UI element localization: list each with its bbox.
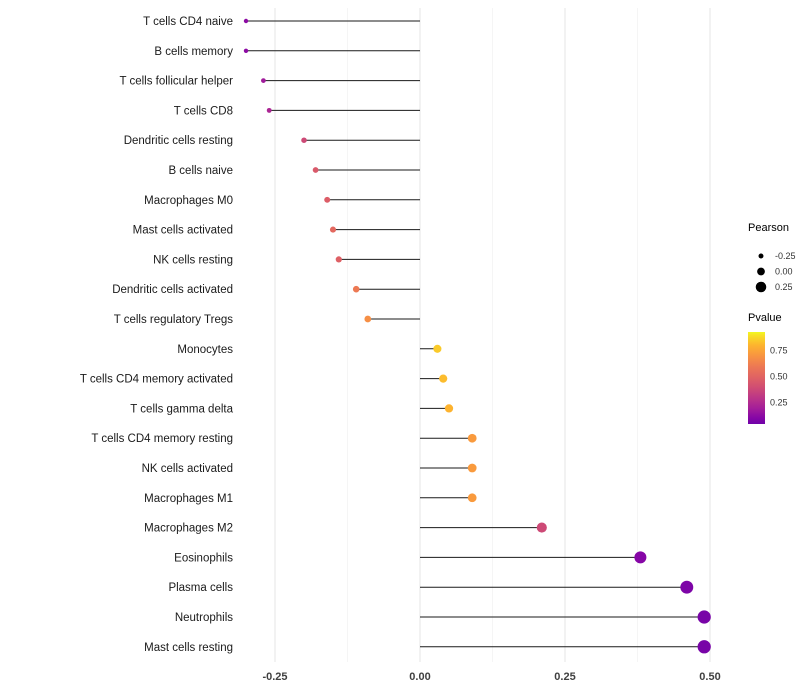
data-point bbox=[444, 404, 454, 413]
category-label: Eosinophils bbox=[174, 552, 233, 564]
data-point bbox=[243, 18, 249, 24]
category-label: T cells CD4 memory activated bbox=[80, 374, 233, 386]
data-point bbox=[467, 433, 477, 443]
data-point bbox=[697, 640, 711, 654]
data-point bbox=[243, 48, 249, 53]
data-point bbox=[266, 107, 272, 113]
legend-color-tick-label: 0.50 bbox=[770, 371, 788, 381]
data-point bbox=[467, 463, 477, 473]
category-label: T cells CD4 memory resting bbox=[91, 433, 233, 445]
x-tick-label: 0.25 bbox=[554, 671, 575, 683]
data-point bbox=[312, 167, 319, 173]
category-label: Macrophages M0 bbox=[144, 195, 233, 207]
category-label: Dendritic cells activated bbox=[112, 284, 233, 296]
data-point bbox=[467, 493, 477, 503]
category-label: Monocytes bbox=[177, 344, 233, 356]
data-point bbox=[680, 580, 694, 594]
legend-size-dot bbox=[757, 267, 765, 276]
data-point bbox=[301, 137, 307, 143]
category-label: B cells memory bbox=[154, 46, 233, 58]
data-point bbox=[335, 256, 342, 263]
legend-color-tick-label: 0.25 bbox=[770, 397, 788, 407]
legend-size-dot bbox=[755, 281, 767, 293]
category-label: Macrophages M1 bbox=[144, 493, 233, 505]
legend-pvalue-title: Pvalue bbox=[748, 312, 782, 324]
x-tick-label: 0.00 bbox=[409, 671, 430, 683]
data-point bbox=[433, 344, 442, 353]
category-label: Plasma cells bbox=[168, 582, 233, 594]
category-label: Mast cells resting bbox=[144, 642, 233, 654]
category-label: Neutrophils bbox=[175, 612, 233, 624]
data-point bbox=[329, 226, 337, 233]
category-label: Mast cells activated bbox=[133, 225, 233, 237]
legend-size-dot bbox=[758, 253, 764, 259]
category-label: T cells follicular helper bbox=[119, 76, 233, 88]
data-point bbox=[364, 315, 372, 323]
category-label: T cells CD8 bbox=[174, 105, 233, 117]
data-point bbox=[261, 78, 266, 83]
legend-size-label: -0.25 bbox=[775, 251, 796, 261]
legend-size-label: 0.00 bbox=[775, 267, 793, 277]
legend-color-tick-label: 0.75 bbox=[770, 346, 788, 356]
data-point bbox=[536, 522, 547, 533]
category-label: NK cells resting bbox=[153, 254, 233, 266]
x-tick-label: -0.25 bbox=[262, 671, 287, 683]
category-label: B cells naive bbox=[168, 165, 233, 177]
category-label: T cells regulatory Tregs bbox=[114, 314, 234, 326]
category-label: T cells CD4 naive bbox=[143, 16, 233, 28]
legend-pearson-title: Pearson bbox=[748, 222, 789, 234]
category-label: Macrophages M2 bbox=[144, 523, 233, 535]
data-point bbox=[352, 285, 360, 293]
category-label: T cells gamma delta bbox=[130, 403, 233, 415]
legend-size-label: 0.25 bbox=[775, 282, 793, 292]
category-label: NK cells activated bbox=[142, 463, 233, 475]
data-point bbox=[439, 374, 448, 383]
category-label: Dendritic cells resting bbox=[124, 135, 233, 147]
data-point bbox=[634, 551, 647, 564]
x-tick-label: 0.50 bbox=[699, 671, 720, 683]
data-point bbox=[324, 196, 331, 203]
data-point bbox=[697, 610, 711, 624]
pvalue-colorbar bbox=[748, 332, 765, 424]
